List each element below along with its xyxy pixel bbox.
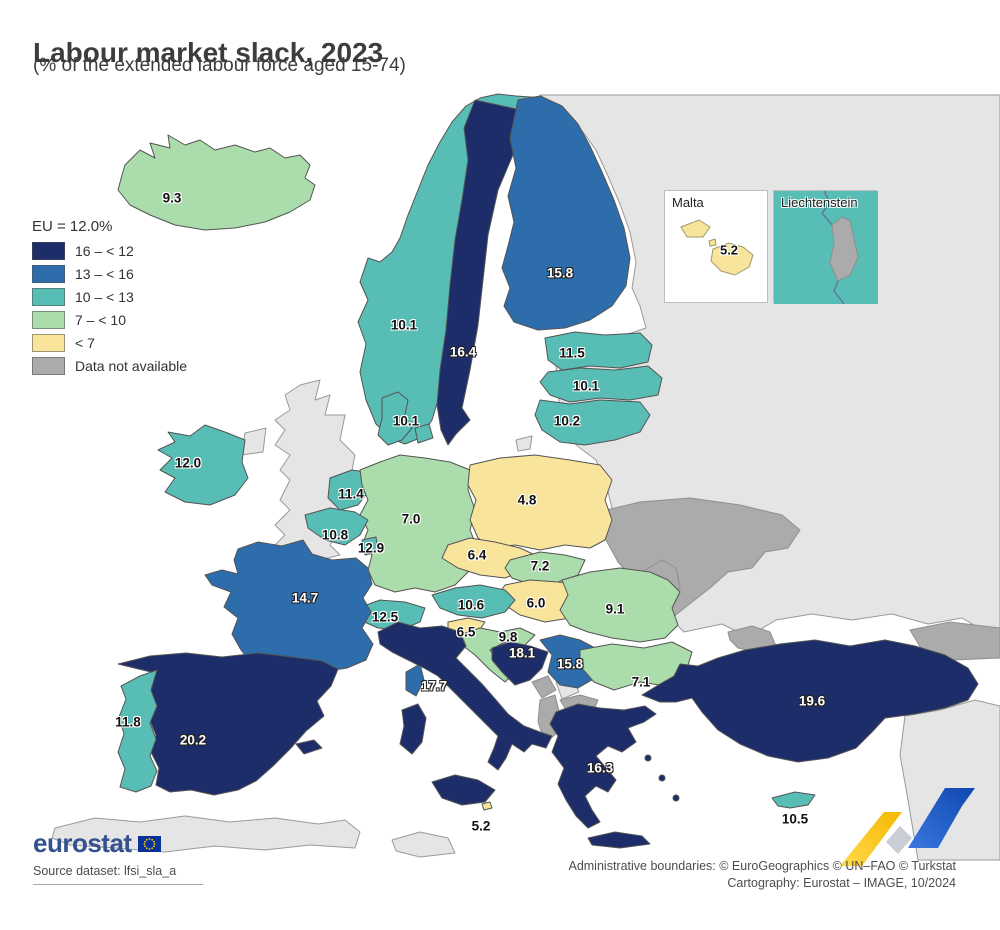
- country-latvia-shape: [539, 365, 663, 403]
- region-aegean-island-3: [672, 794, 680, 802]
- eurostat-logo-text: eurostat: [33, 828, 132, 858]
- inset-liechtenstein-background: [774, 191, 878, 304]
- legend-label-5: < 7: [75, 335, 95, 351]
- country-croatia-shape: [459, 627, 536, 683]
- country-poland-shape: [467, 454, 613, 551]
- region-comino-shape: [708, 238, 717, 247]
- country-france-shape: [204, 539, 374, 673]
- legend-row-2: 13 – < 16: [32, 265, 187, 283]
- region-sicily-shape: [431, 774, 496, 806]
- region-aegean-island-1: [644, 754, 652, 762]
- country-liechtenstein-shape: [829, 216, 859, 282]
- image-logo-decoration: [840, 788, 975, 866]
- eu-flag-icon: [137, 836, 161, 852]
- legend-swatch-teal: [32, 288, 65, 306]
- legend-label-4: 7 – < 10: [75, 312, 126, 328]
- eurostat-logo: eurostat: [33, 830, 161, 856]
- region-gozo-shape: [680, 219, 711, 238]
- region-malta-main-shape: [710, 242, 754, 276]
- country-kaliningrad-shape: [515, 435, 533, 452]
- region-aegean-island-2: [658, 774, 666, 782]
- legend-row-5: < 7: [32, 334, 187, 352]
- legend-row-3: 10 – < 13: [32, 288, 187, 306]
- chevron-blue: [908, 788, 975, 848]
- map-credits: Administrative boundaries: © EuroGeograp…: [520, 858, 956, 892]
- credit-cartography: Cartography: Eurostat – IMAGE, 10/2024: [727, 876, 956, 890]
- legend: EU = 12.0% 16 – < 12 13 – < 16 10 – < 13…: [32, 218, 187, 380]
- country-estonia-shape: [544, 331, 653, 371]
- region-tunisia-shape: [391, 831, 456, 858]
- country-ireland-shape: [157, 424, 249, 506]
- country-spain-shape: [117, 652, 339, 796]
- region-crete-shape: [587, 831, 651, 849]
- legend-eu-average: EU = 12.0%: [32, 218, 113, 235]
- country-iceland-shape: [117, 134, 316, 231]
- country-romania-shape: [559, 567, 681, 643]
- inset-liechtenstein-map: [774, 191, 878, 304]
- legend-label-6: Data not available: [75, 358, 188, 374]
- credit-boundaries: Administrative boundaries: © EuroGeograp…: [568, 859, 956, 873]
- region-levant-shape: [899, 699, 1000, 861]
- country-finland-shape: [501, 95, 631, 331]
- country-bosnia-shape: [491, 641, 549, 686]
- country-luxembourg-shape: [361, 536, 379, 556]
- country-germany-shape: [359, 454, 479, 593]
- country-montenegro-shape: [531, 675, 557, 699]
- page-subtitle: (% of the extended labour force aged 15-…: [33, 55, 406, 76]
- inset-malta-map: [680, 219, 754, 276]
- country-denmark-shape: [377, 391, 413, 446]
- region-balearics-shape: [295, 739, 323, 755]
- country-belgium-shape: [304, 507, 369, 546]
- country-switzerland-shape: [357, 599, 426, 631]
- country-cyprus-shape: [771, 791, 816, 809]
- country-portugal-shape: [117, 669, 158, 793]
- inset-liechtenstein: Liechtenstein: [773, 190, 878, 304]
- source-dataset-link[interactable]: Source dataset: lfsi_sla_a: [33, 864, 203, 885]
- country-greece-shape: [549, 703, 657, 829]
- border-line-south: [833, 280, 845, 304]
- country-sweden-shape: [436, 99, 531, 446]
- legend-swatch-blue: [32, 265, 65, 283]
- inset-malta-title: Malta: [672, 195, 704, 210]
- country-turkey-shape: [641, 639, 979, 763]
- country-italy-shape: [377, 621, 553, 771]
- country-malta-shape: [481, 801, 493, 811]
- border-line-north: [821, 191, 833, 226]
- region-sardinia-shape: [399, 703, 427, 755]
- legend-swatch-yellow: [32, 334, 65, 352]
- inset-malta: Malta 5.2: [664, 190, 768, 303]
- country-lithuania-shape: [534, 399, 651, 446]
- legend-row-1: 16 – < 12: [32, 242, 187, 260]
- legend-row-4: 7 – < 10: [32, 311, 187, 329]
- legend-label-2: 13 – < 16: [75, 266, 134, 282]
- legend-label-1: 16 – < 12: [75, 243, 134, 259]
- chevron-yellow: [840, 812, 902, 866]
- legend-row-6: Data not available: [32, 357, 187, 375]
- country-austria-shape: [431, 584, 516, 619]
- chevron-gray: [886, 826, 912, 854]
- country-denmark-islands-shape: [414, 423, 434, 444]
- legend-label-3: 10 – < 13: [75, 289, 134, 305]
- page-title: Labour market slack, 2023: [33, 36, 384, 68]
- region-corsica-shape: [405, 663, 425, 697]
- legend-swatch-nodata: [32, 357, 65, 375]
- inset-liechtenstein-title: Liechtenstein: [781, 195, 858, 210]
- region-north-africa-shape: [51, 815, 361, 853]
- legend-swatch-navy: [32, 242, 65, 260]
- legend-swatch-green: [32, 311, 65, 329]
